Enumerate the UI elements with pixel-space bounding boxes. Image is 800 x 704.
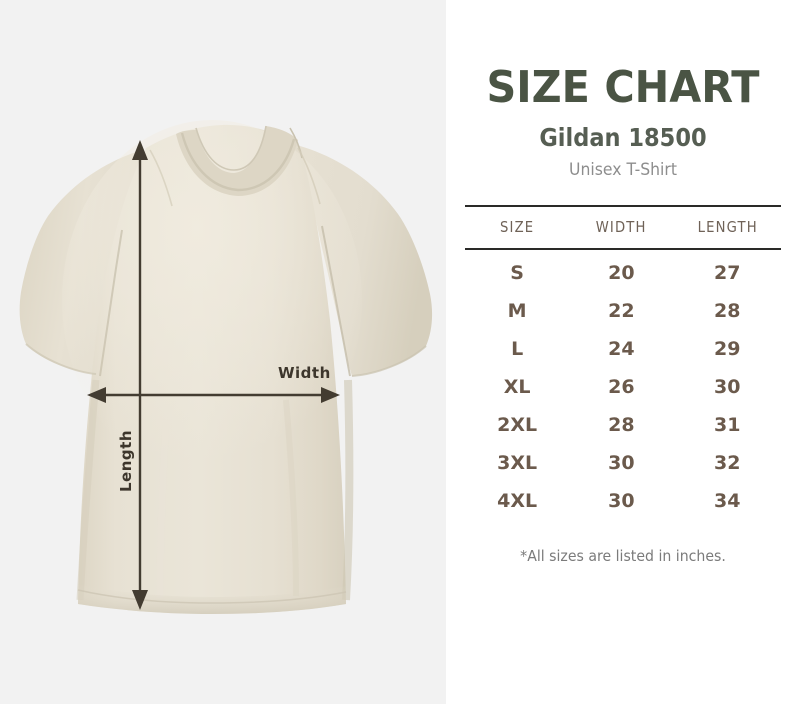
cell-width: 30 [608,452,635,474]
cell-size: 4XL [497,490,538,512]
cell-length: 28 [714,300,741,322]
page-title: SIZE CHART [486,62,760,113]
cell-size: 2XL [497,414,538,436]
table-header-row: SIZE WIDTH LENGTH [465,205,781,250]
column-header-length: LENGTH [679,205,775,250]
photo-stage: Width Length [19,120,433,615]
cell-length: 29 [714,338,741,360]
table-row: XL 26 30 [465,369,781,407]
cell-size: M [507,300,527,322]
table-row: 2XL 28 31 [465,407,781,445]
cell-size: 3XL [497,452,538,474]
cell-length: 31 [714,414,741,436]
cell-length: 27 [714,262,741,284]
units-note: *All sizes are listed in inches. [520,546,726,565]
table-row: L 24 29 [465,331,781,369]
size-chart-content: SIZE CHART Gildan 18500 Unisex T-Shirt S… [460,0,786,565]
size-table-head: SIZE WIDTH LENGTH [465,205,781,250]
cell-length: 32 [714,452,741,474]
cell-length: 30 [714,376,741,398]
table-row: 4XL 30 34 [465,483,781,521]
column-header-width: WIDTH [575,205,668,250]
table-row: 3XL 30 32 [465,445,781,483]
table-row: M 22 28 [465,293,781,331]
cell-width: 26 [608,376,635,398]
cell-width: 24 [608,338,635,360]
product-type: Unisex T-Shirt [569,160,677,180]
table-row: S 20 27 [465,249,781,293]
cell-width: 22 [608,300,635,322]
product-model: Gildan 18500 [539,123,707,152]
size-chart-panel: SIZE CHART Gildan 18500 Unisex T-Shirt S… [446,0,800,704]
cell-width: 28 [608,414,635,436]
cell-size: S [510,262,524,284]
cell-length: 34 [714,490,741,512]
cell-width: 20 [608,262,635,284]
product-photo-panel: Width Length [0,0,446,704]
column-header-size: SIZE [471,205,564,250]
size-table: SIZE WIDTH LENGTH S 20 27 M 22 28 [465,205,781,521]
cell-size: XL [503,376,531,398]
size-table-body: S 20 27 M 22 28 L 24 29 XL [465,249,781,521]
cell-width: 30 [608,490,635,512]
cell-size: L [511,338,524,360]
tshirt-illustration [19,120,433,615]
